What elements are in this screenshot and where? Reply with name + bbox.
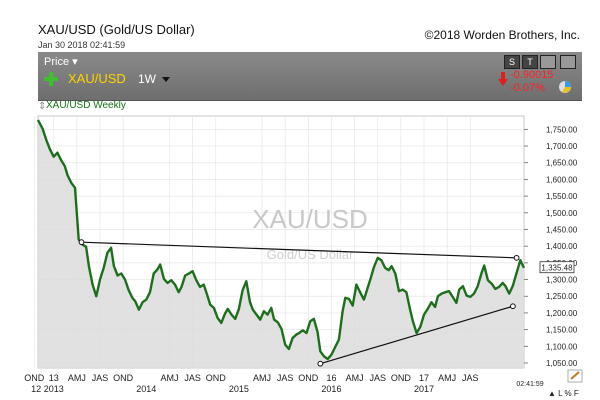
- y-tick-label: 1,600.00: [546, 175, 578, 184]
- chart-datetime: Jan 30 2018 02:41:59: [38, 40, 126, 50]
- x-year-label: 12: [31, 384, 41, 394]
- price-caret-icon: ▾: [72, 56, 78, 68]
- s-menu-button[interactable]: S: [504, 55, 520, 69]
- trendline-handle: [78, 239, 85, 246]
- y-tick-label: 1,550.00: [546, 192, 578, 201]
- x-tick-label: OND: [24, 373, 45, 383]
- x-year-label: 2015: [229, 384, 249, 394]
- period-caret-icon[interactable]: [162, 77, 170, 82]
- t-menu-button[interactable]: T: [522, 55, 538, 69]
- x-tick-label: JAS: [277, 373, 294, 383]
- trendline-handle: [513, 254, 520, 261]
- trendline-support: [320, 305, 514, 365]
- x-tick-label: 17: [419, 373, 429, 383]
- chart-toolbar: Price ▾ XAU/USD 1W S T -0.90015 -0.07%: [38, 52, 582, 101]
- add-symbol-plus-icon[interactable]: [44, 72, 58, 86]
- period-selector[interactable]: 1W: [138, 72, 156, 86]
- x-tick-label: OND: [206, 373, 227, 383]
- x-year-label: 2017: [414, 384, 434, 394]
- y-tick-label: 1,650.00: [546, 159, 578, 168]
- trendline-handle: [317, 360, 324, 367]
- y-tick-label: 1,400.00: [546, 242, 578, 251]
- save-icon[interactable]: [540, 55, 556, 69]
- price-line: [36, 119, 526, 361]
- y-tick-label: 1,300.00: [546, 276, 578, 285]
- x-tick-label: AMJ: [160, 373, 178, 383]
- x-tick-label: AMJ: [346, 373, 364, 383]
- x-tick-label: OND: [113, 373, 134, 383]
- pie-chart-icon[interactable]: [558, 80, 572, 94]
- x-tick-label: OND: [298, 373, 319, 383]
- x-tick-label: AMJ: [253, 373, 271, 383]
- series-handle-icon[interactable]: ⇕: [38, 101, 47, 112]
- down-arrow-icon: [498, 72, 508, 86]
- y-tick-label: 1,100.00: [546, 342, 578, 351]
- price-area: [38, 120, 524, 368]
- x-tick-label: JAS: [184, 373, 201, 383]
- grid-icon[interactable]: [560, 55, 576, 69]
- chart-title: XAU/USD (Gold/US Dollar): [38, 22, 195, 37]
- x-tick-label: AMJ: [438, 373, 456, 383]
- y-tick-label: 1,250.00: [546, 292, 578, 301]
- x-tick-label: JAS: [369, 373, 386, 383]
- x-year-label: 2014: [136, 384, 156, 394]
- change-absolute: -0.90015: [510, 69, 554, 81]
- symbol-field[interactable]: XAU/USD: [68, 71, 126, 86]
- y-tick-label: 1,200.00: [546, 309, 578, 318]
- y-tick-label: 1,050.00: [546, 359, 578, 368]
- x-tick-label: 16: [326, 373, 336, 383]
- y-tick-label: 1,700.00: [546, 142, 578, 151]
- x-tick-label: AMJ: [68, 373, 86, 383]
- x-tick-label: JAS: [92, 373, 109, 383]
- trendline-resistance: [81, 241, 517, 259]
- x-tick-label: JAS: [462, 373, 479, 383]
- y-tick-label: 1,500.00: [546, 209, 578, 218]
- y-tick-label: 1,750.00: [546, 125, 578, 134]
- y-tick-label: 1,450.00: [546, 225, 578, 234]
- x-year-label: 2016: [321, 384, 341, 394]
- watermark-symbol: XAU/USD: [252, 204, 368, 234]
- change-percent: -0.07%: [510, 82, 545, 94]
- copyright-text: ©2018 Worden Brothers, Inc.: [424, 28, 580, 42]
- x-year-label: 2013: [44, 384, 64, 394]
- y-tick-label: 1,150.00: [546, 326, 578, 335]
- last-price-box: 1,335.48: [539, 261, 575, 274]
- pencil-icon[interactable]: [567, 369, 583, 383]
- price-label: Price: [44, 56, 70, 68]
- trendline-handle: [509, 303, 516, 310]
- footer-time: 02:41:59: [516, 381, 543, 388]
- scale-toggle-lpf[interactable]: ▲ L % F: [548, 389, 579, 398]
- x-tick-label: 13: [49, 373, 59, 383]
- series-label: XAU/USD Weekly: [46, 100, 126, 111]
- price-menu-button[interactable]: Price ▾: [44, 55, 78, 68]
- x-tick-label: OND: [391, 373, 412, 383]
- last-price-label: 1,335.48: [541, 264, 573, 273]
